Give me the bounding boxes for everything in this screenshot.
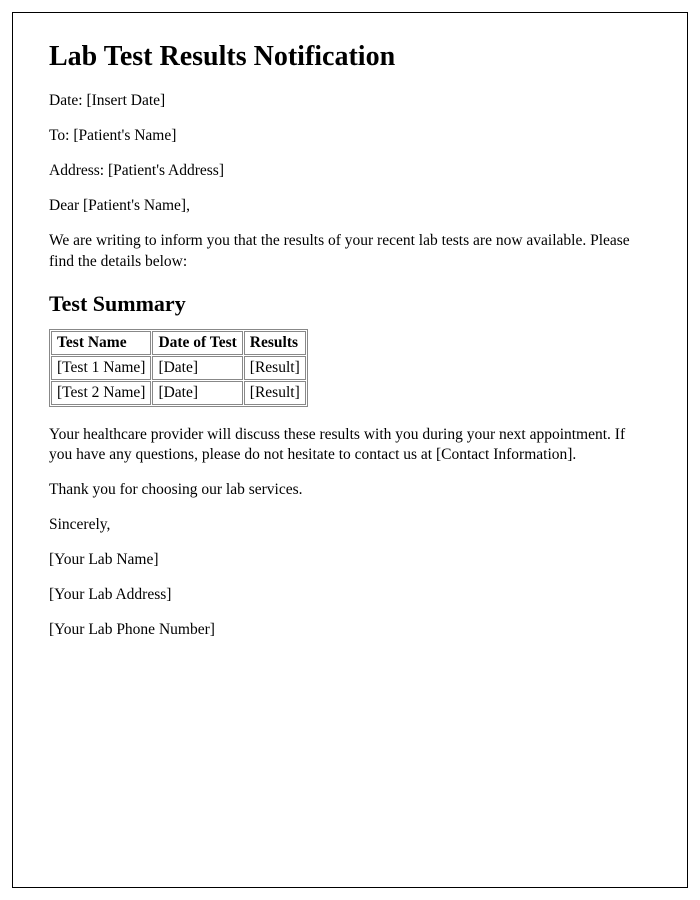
table-cell: [Date] xyxy=(152,356,242,380)
column-header: Date of Test xyxy=(152,331,242,355)
summary-heading: Test Summary xyxy=(49,291,651,317)
results-table: Test Name Date of Test Results [Test 1 N… xyxy=(49,329,308,407)
to-line: To: [Patient's Name] xyxy=(49,126,651,147)
date-line: Date: [Insert Date] xyxy=(49,91,651,112)
table-cell: [Test 2 Name] xyxy=(51,381,151,405)
table-cell: [Test 1 Name] xyxy=(51,356,151,380)
table-cell: [Result] xyxy=(244,381,306,405)
column-header: Results xyxy=(244,331,306,355)
table-header-row: Test Name Date of Test Results xyxy=(51,331,306,355)
lab-address: [Your Lab Address] xyxy=(49,585,651,606)
table-cell: [Result] xyxy=(244,356,306,380)
intro-paragraph: We are writing to inform you that the re… xyxy=(49,231,651,273)
column-header: Test Name xyxy=(51,331,151,355)
document-page: Lab Test Results Notification Date: [Ins… xyxy=(12,12,688,888)
table-row: [Test 2 Name] [Date] [Result] xyxy=(51,381,306,405)
thankyou-line: Thank you for choosing our lab services. xyxy=(49,480,651,501)
followup-paragraph: Your healthcare provider will discuss th… xyxy=(49,425,651,467)
table-cell: [Date] xyxy=(152,381,242,405)
lab-phone: [Your Lab Phone Number] xyxy=(49,620,651,641)
lab-name: [Your Lab Name] xyxy=(49,550,651,571)
salutation: Dear [Patient's Name], xyxy=(49,196,651,217)
address-line: Address: [Patient's Address] xyxy=(49,161,651,182)
page-title: Lab Test Results Notification xyxy=(49,41,651,73)
closing-line: Sincerely, xyxy=(49,515,651,536)
table-row: [Test 1 Name] [Date] [Result] xyxy=(51,356,306,380)
